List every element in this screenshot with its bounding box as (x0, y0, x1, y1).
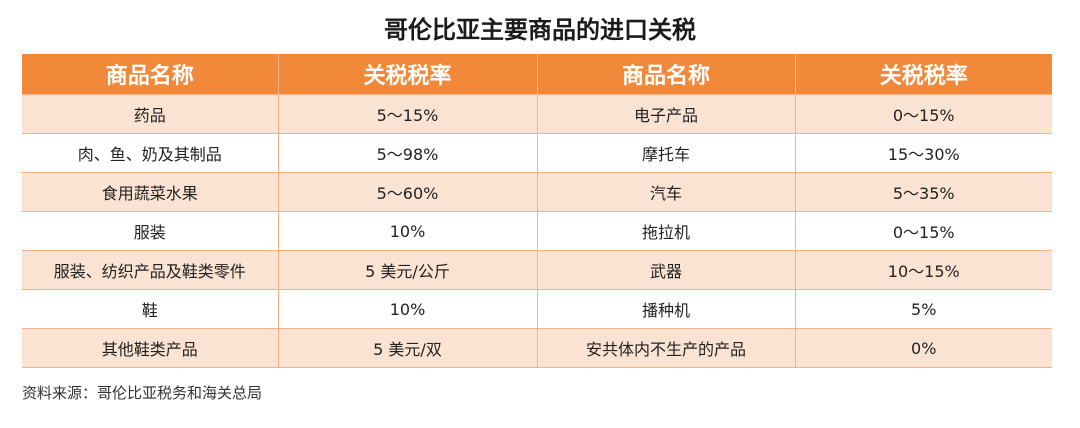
cell-rate: 5～60% (278, 172, 538, 212)
cell-rate: 15～30% (795, 133, 1052, 173)
cell-rate: 10% (278, 211, 538, 251)
cell-product: 服装、纺织产品及鞋类零件 (22, 250, 279, 290)
cell-rate: 0～15% (795, 94, 1052, 134)
header-product-name-right: 商品名称 (537, 54, 796, 95)
cell-product: 武器 (537, 250, 796, 290)
header-product-name-left: 商品名称 (22, 54, 279, 95)
cell-rate: 5～35% (795, 172, 1052, 212)
cell-rate: 5 美元/公斤 (278, 250, 538, 290)
cell-product: 汽车 (537, 172, 796, 212)
table-row: 食用蔬菜水果 5～60% 汽车 5～35% (22, 172, 1052, 212)
cell-product: 摩托车 (537, 133, 796, 173)
header-tariff-rate-left: 关税税率 (278, 54, 538, 95)
cell-product: 电子产品 (537, 94, 796, 134)
table-header-row: 商品名称 关税税率 商品名称 关税税率 (22, 54, 1052, 95)
cell-product: 鞋 (22, 289, 279, 329)
cell-rate: 10% (278, 289, 538, 329)
table-row: 服装 10% 拖拉机 0～15% (22, 211, 1052, 251)
cell-product: 食用蔬菜水果 (22, 172, 279, 212)
table-row: 其他鞋类产品 5 美元/双 安共体内不生产的产品 0% (22, 328, 1052, 368)
page-title: 哥伦比亚主要商品的进口关税 (384, 15, 696, 44)
tariff-table: 商品名称 关税税率 商品名称 关税税率 药品 5～15% 电子产品 0～15% … (22, 54, 1052, 368)
header-tariff-rate-right: 关税税率 (795, 54, 1052, 95)
cell-product: 播种机 (537, 289, 796, 329)
table-row: 鞋 10% 播种机 5% (22, 289, 1052, 329)
cell-rate: 5% (795, 289, 1052, 329)
cell-rate: 10～15% (795, 250, 1052, 290)
cell-rate: 0% (795, 328, 1052, 368)
cell-product: 肉、鱼、奶及其制品 (22, 133, 279, 173)
table-row: 药品 5～15% 电子产品 0～15% (22, 94, 1052, 134)
table-row: 服装、纺织产品及鞋类零件 5 美元/公斤 武器 10～15% (22, 250, 1052, 290)
cell-rate: 5～15% (278, 94, 538, 134)
table-row: 肉、鱼、奶及其制品 5～98% 摩托车 15～30% (22, 133, 1052, 173)
cell-product: 服装 (22, 211, 279, 251)
cell-rate: 5 美元/双 (278, 328, 538, 368)
cell-rate: 0～15% (795, 211, 1052, 251)
cell-product: 安共体内不生产的产品 (537, 328, 796, 368)
cell-product: 其他鞋类产品 (22, 328, 279, 368)
source-note: 资料来源：哥伦比亚税务和海关总局 (22, 384, 263, 402)
cell-product: 拖拉机 (537, 211, 796, 251)
cell-product: 药品 (22, 94, 279, 134)
cell-rate: 5～98% (278, 133, 538, 173)
